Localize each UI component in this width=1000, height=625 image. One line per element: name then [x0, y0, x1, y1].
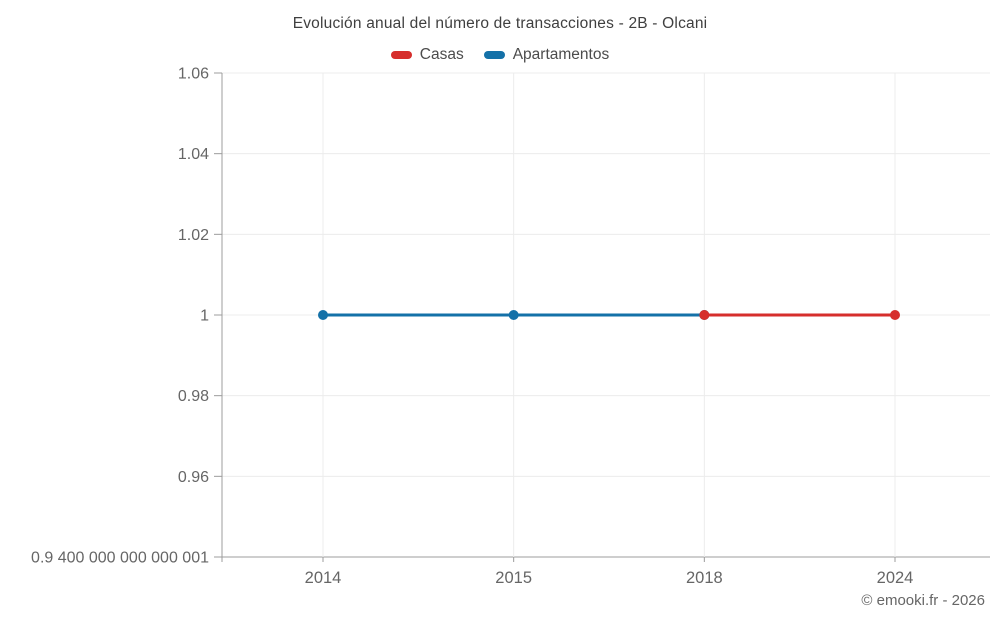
- legend-item-apartamentos[interactable]: Apartamentos: [483, 46, 610, 64]
- y-tick-label: 1: [200, 308, 209, 325]
- legend-item-casas[interactable]: Casas: [390, 46, 464, 64]
- legend-label-apartamentos: Apartamentos: [512, 46, 610, 63]
- apartamentos-legend-swatch-icon: [483, 51, 505, 59]
- y-tick-label: 1.06: [178, 66, 209, 83]
- x-tick-label: 2024: [877, 569, 914, 587]
- data-point-apartamentos[interactable]: [508, 310, 519, 320]
- data-point-casas[interactable]: [699, 310, 710, 320]
- chart-title: Evolución anual del número de transaccio…: [292, 15, 708, 32]
- y-tick-label: 1.02: [178, 227, 209, 244]
- x-tick-label: 2018: [686, 569, 723, 587]
- y-tick-label: 0.96: [178, 469, 209, 486]
- y-tick-label: 0.9 400 000 000 000 001: [31, 550, 209, 567]
- chart-legend: Casas Apartamentos: [0, 46, 1000, 64]
- copyright-text: © emooki.fr - 2026: [861, 592, 985, 609]
- x-tick-label: 2015: [495, 569, 532, 587]
- x-tick-label: 2014: [305, 569, 342, 587]
- data-point-apartamentos[interactable]: [318, 310, 328, 320]
- y-tick-label: 0.98: [178, 388, 209, 405]
- data-point-casas[interactable]: [890, 310, 900, 320]
- legend-label-casas: Casas: [419, 46, 464, 63]
- y-tick-label: 1.04: [178, 146, 209, 163]
- casas-legend-swatch-icon: [390, 51, 412, 59]
